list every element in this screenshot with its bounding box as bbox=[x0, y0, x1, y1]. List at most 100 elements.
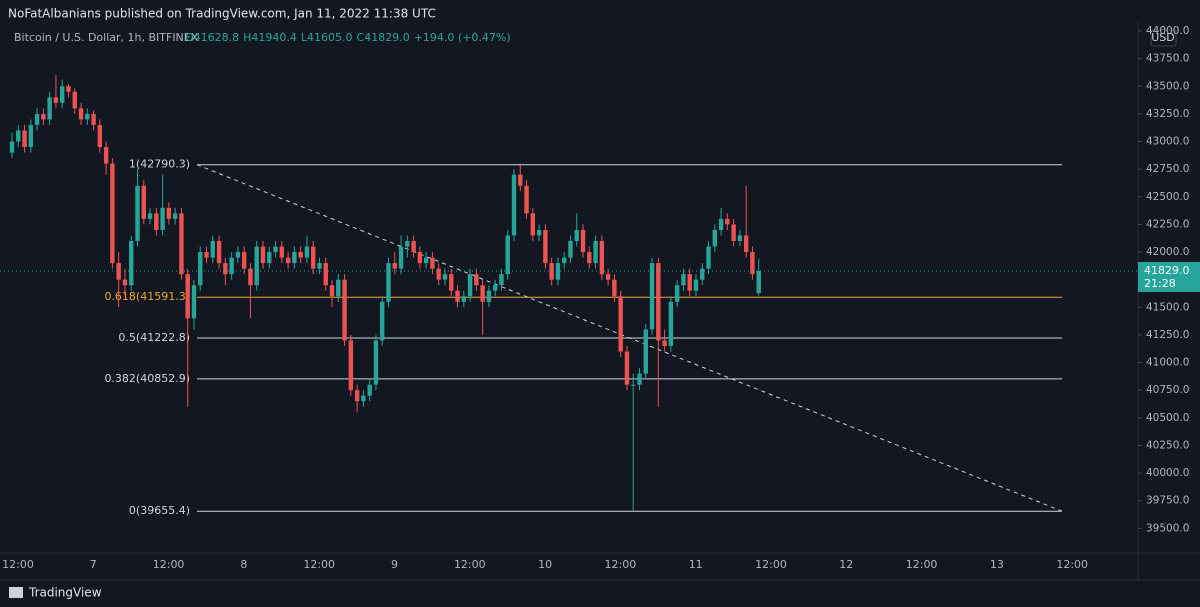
candle-body bbox=[499, 274, 504, 286]
y-tick-label: 41000.0 bbox=[1146, 357, 1189, 369]
y-tick-label: 39500.0 bbox=[1146, 522, 1189, 534]
candle-body bbox=[60, 86, 65, 103]
candle-body bbox=[643, 329, 648, 374]
candle-body bbox=[668, 301, 674, 346]
x-tick-label: 12:00 bbox=[906, 558, 938, 571]
ohlc-value: +194.0 (+0.47%) bbox=[414, 31, 511, 44]
currency: USD bbox=[1151, 31, 1175, 44]
candle-body bbox=[467, 274, 473, 297]
candle-body bbox=[317, 263, 322, 269]
candle-body bbox=[172, 213, 178, 219]
x-tick-label: 12:00 bbox=[454, 558, 486, 571]
candle-body bbox=[750, 252, 755, 275]
ohlc-value: O41628.8 bbox=[185, 31, 239, 44]
candle-body bbox=[292, 252, 297, 264]
logo bbox=[9, 587, 23, 598]
y-tick-label: 44000.0 bbox=[1146, 25, 1189, 37]
candle-body bbox=[405, 241, 410, 247]
currency-box bbox=[1150, 29, 1177, 47]
y-tick-label: 40500.0 bbox=[1146, 412, 1189, 424]
candle-body bbox=[568, 241, 573, 258]
candle-body bbox=[574, 229, 579, 241]
fib-label: 0.382(40852.9) bbox=[104, 372, 190, 385]
candle-body bbox=[700, 268, 705, 280]
candle-body bbox=[147, 213, 153, 219]
x-tick-label: 12:00 bbox=[1056, 558, 1088, 571]
candle-body bbox=[241, 252, 247, 269]
x-tick-label: 10 bbox=[538, 558, 552, 571]
candle-body bbox=[511, 174, 517, 236]
candle-body bbox=[342, 279, 347, 341]
candle-body bbox=[486, 290, 492, 302]
candle-body bbox=[210, 241, 215, 258]
fib-label: 0.5(41222.8) bbox=[118, 331, 190, 344]
publisher: NoFatAlbanians published on TradingView.… bbox=[8, 7, 436, 21]
candle-body bbox=[160, 207, 165, 230]
candle-body bbox=[254, 246, 259, 286]
candle-body bbox=[423, 257, 429, 264]
candle-body bbox=[756, 270, 761, 294]
candle-body bbox=[718, 218, 724, 230]
y-tick-label: 42250.0 bbox=[1146, 218, 1189, 230]
y-tick-label: 43000.0 bbox=[1146, 136, 1189, 148]
candle-body bbox=[518, 174, 523, 186]
candle-body bbox=[480, 285, 485, 302]
candle-body bbox=[198, 252, 203, 286]
candle-body bbox=[536, 229, 542, 236]
candle-body bbox=[474, 274, 479, 286]
candle-body bbox=[580, 229, 586, 253]
candle-body bbox=[279, 246, 285, 258]
candle-body bbox=[185, 274, 190, 319]
ohlc-value: H41940.4 bbox=[243, 31, 297, 44]
candle-body bbox=[631, 384, 636, 386]
y-tick-label: 40000.0 bbox=[1146, 467, 1189, 479]
symbol: Bitcoin / U.S. Dollar, 1h, BITFINEX bbox=[14, 31, 199, 44]
y-tick-label: 40750.0 bbox=[1146, 384, 1189, 396]
candle-body bbox=[386, 263, 391, 302]
candle-body bbox=[737, 235, 743, 241]
candle-body bbox=[135, 185, 140, 241]
candle-body bbox=[398, 246, 404, 269]
candle-body bbox=[235, 252, 241, 258]
x-tick-label: 12:00 bbox=[605, 558, 637, 571]
candle-body bbox=[706, 246, 711, 269]
candle-body bbox=[743, 235, 749, 253]
candle-body bbox=[442, 274, 448, 280]
candle-body bbox=[103, 147, 109, 164]
candle-body bbox=[323, 263, 328, 286]
y-tick-label: 41500.0 bbox=[1146, 301, 1189, 313]
x-tick-label: 8 bbox=[240, 558, 247, 571]
x-tick-label: 12:00 bbox=[303, 558, 335, 571]
y-tick-label: 42500.0 bbox=[1146, 191, 1189, 203]
x-tick-label: 12:00 bbox=[153, 558, 185, 571]
candle-body bbox=[85, 113, 90, 120]
candle-body bbox=[618, 296, 623, 352]
y-tick-label: 40250.0 bbox=[1146, 439, 1189, 451]
y-tick-label: 42750.0 bbox=[1146, 163, 1189, 175]
candle-body bbox=[28, 124, 34, 148]
candle-body bbox=[97, 124, 103, 148]
candle-body bbox=[693, 279, 699, 291]
candle-body bbox=[348, 340, 354, 391]
candle-body bbox=[367, 384, 372, 396]
candle-body bbox=[549, 263, 554, 280]
candle-body bbox=[329, 285, 335, 297]
candle-body bbox=[53, 97, 59, 103]
candle-body bbox=[455, 290, 460, 302]
candle-body bbox=[166, 207, 172, 219]
candle-body bbox=[656, 263, 661, 341]
candle-body bbox=[229, 257, 234, 275]
candle-body bbox=[461, 296, 466, 302]
candle-body bbox=[505, 235, 510, 275]
last-price: 41829.0 bbox=[1144, 264, 1190, 277]
candle-body bbox=[336, 279, 341, 297]
fib-label: 0.618(41591.3) bbox=[104, 290, 190, 303]
candle-body bbox=[725, 218, 730, 225]
candle-body bbox=[129, 241, 134, 286]
ohlc-value: C41829.0 bbox=[357, 31, 410, 44]
x-tick-label: 12 bbox=[839, 558, 853, 571]
fib-label: 1(42790.3) bbox=[129, 158, 190, 171]
candle-body bbox=[22, 130, 27, 148]
candle-body bbox=[66, 86, 71, 92]
candle-body bbox=[731, 224, 736, 241]
